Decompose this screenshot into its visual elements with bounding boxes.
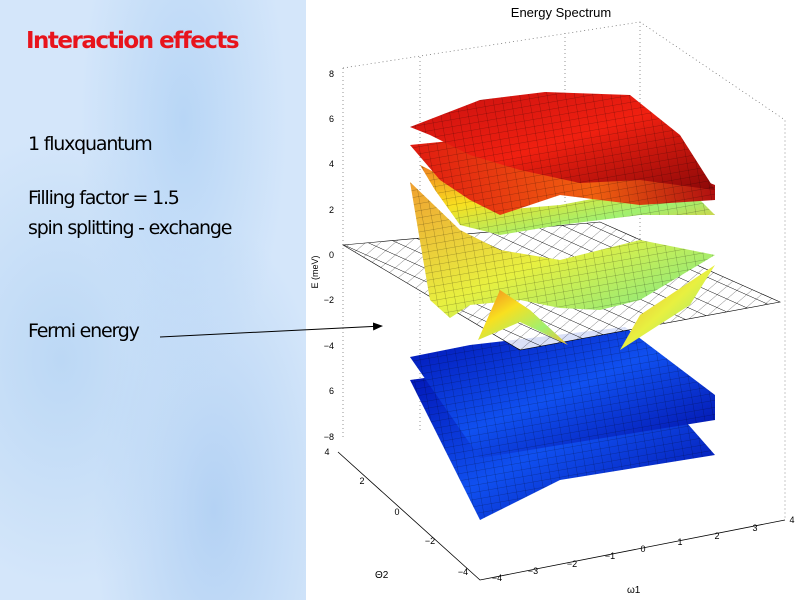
z-tick: 6: [329, 114, 334, 124]
z-tick: 4: [329, 159, 334, 169]
x-tick: 2: [714, 531, 719, 541]
slide-title: Interaction effects: [26, 28, 240, 54]
x-tick: −2: [567, 559, 577, 569]
slide-text-panel: Interaction effects 1 fluxquantum Fillin…: [0, 0, 306, 600]
filling-factor-text: Filling factor = 1.5: [28, 187, 180, 209]
x-tick: 4: [789, 515, 794, 525]
y-tick-labels: 4 2 0 −2 −4: [324, 447, 468, 577]
fermi-energy-label: Fermi energy: [28, 320, 140, 342]
x-tick: 1: [677, 537, 682, 547]
z-tick: 8: [329, 69, 334, 79]
z-tick: 0: [329, 250, 334, 260]
z-tick: −4: [324, 341, 334, 351]
z-tick: −2: [324, 295, 334, 305]
chart-title: Energy Spectrum: [511, 5, 611, 20]
y-axis-label: Θ2: [375, 570, 389, 581]
x-tick: −1: [605, 551, 615, 561]
axes-lines: [337, 451, 786, 581]
x-tick: −3: [528, 566, 538, 576]
x-tick: −4: [492, 573, 502, 583]
x-tick: 0: [640, 544, 645, 554]
y-tick: 0: [394, 507, 399, 517]
y-tick: −2: [425, 536, 435, 546]
z-axis-label: E (meV): [310, 255, 320, 288]
spin-splitting-text: spin splitting - exchange: [28, 217, 232, 239]
z-tick: 2: [329, 205, 334, 215]
y-tick: 2: [359, 476, 364, 486]
z-tick: 6: [329, 386, 334, 396]
y-tick: −4: [458, 567, 468, 577]
fermi-energy-arrow: [159, 322, 383, 338]
y-tick: 4: [324, 447, 329, 457]
surfaces: [342, 92, 782, 520]
x-tick: 3: [752, 523, 757, 533]
x-tick-labels: −4 −3 −2 −1 0 1 2 3 4: [492, 515, 795, 583]
z-tick-labels: 8 6 4 2 0 −2 −4 6 −8: [324, 69, 334, 442]
z-tick: −8: [324, 432, 334, 442]
flux-quantum-text: 1 fluxquantum: [28, 133, 153, 155]
x-axis-label: ω1: [627, 585, 641, 596]
